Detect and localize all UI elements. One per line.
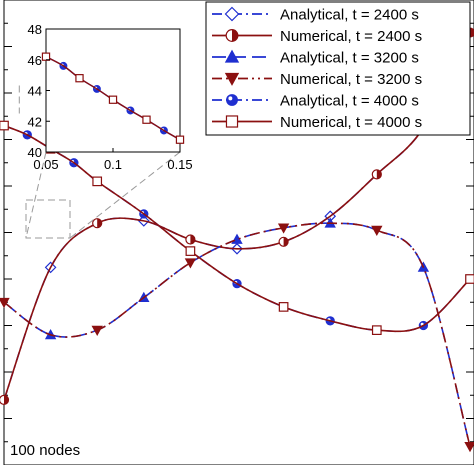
data-point	[464, 442, 474, 453]
legend-item-5: Analytical, t = 4000 s	[212, 93, 419, 110]
inset-y-tick-label: 44	[28, 84, 42, 99]
inset-axis-ticks: 40 42 44 46 48 0.05 0.1 0.15	[28, 22, 193, 172]
legend-label: Analytical, t = 3200 s	[280, 50, 419, 67]
inset-y-tick-label: 46	[28, 53, 42, 68]
connector-line	[25, 151, 47, 239]
legend-label: Analytical, t = 2400 s	[280, 7, 419, 24]
series-line	[3, 222, 471, 447]
series-line	[3, 222, 471, 447]
data-point	[184, 258, 197, 269]
connector-line	[69, 151, 181, 239]
inset-y-tick-label: 48	[28, 22, 42, 37]
main-plot-series	[0, 27, 474, 453]
data-point	[277, 223, 290, 234]
legend-item-2: Numerical, t = 2400 s	[212, 28, 422, 45]
data-point	[278, 302, 289, 312]
inset-data-point	[75, 74, 84, 83]
data-point	[0, 120, 9, 131]
inset-data-point	[108, 95, 118, 104]
inset-plot: 40 42 44 46 48 0.05 0.1 0.15	[28, 22, 193, 172]
legend-item-1: Analytical, t = 2400 s	[212, 7, 419, 24]
series-line	[3, 32, 471, 401]
data-point	[371, 225, 383, 236]
data-point	[185, 234, 196, 245]
series-line	[3, 124, 471, 333]
legend-label: Numerical, t = 2400 s	[280, 28, 422, 45]
legend-marker	[224, 72, 240, 86]
data-point	[92, 218, 103, 229]
data-point	[0, 394, 10, 405]
inset-series-2	[41, 52, 185, 144]
legend-label: Numerical, t = 3200 s	[280, 71, 422, 88]
data-point	[465, 274, 474, 284]
inset-background	[45, 28, 181, 153]
zoom-connectors	[18, 85, 181, 239]
data-point	[0, 297, 10, 309]
legend: Analytical, t = 2400 s Numerical, t = 240…	[205, 1, 471, 136]
legend-marker	[224, 6, 240, 22]
legend-label: Numerical, t = 4000 s	[280, 114, 422, 131]
series-5	[3, 124, 471, 333]
inset-data-point	[175, 135, 185, 144]
inset-y-tick-label: 40	[28, 145, 42, 160]
legend-marker	[225, 29, 239, 42]
legend-item-3: Analytical, t = 3200 s	[212, 50, 419, 67]
legend-box	[205, 1, 471, 136]
inset-x-tick-label: 0.1	[104, 157, 122, 172]
data-point	[278, 236, 289, 247]
series-6	[0, 120, 474, 335]
inset-series	[41, 52, 185, 144]
legend-label: Analytical, t = 4000 s	[280, 93, 419, 110]
legend-item-6: Numerical, t = 4000 s	[212, 114, 422, 131]
series-4	[0, 222, 474, 453]
inset-data-point	[41, 52, 51, 61]
data-point	[371, 169, 382, 180]
data-point	[91, 325, 103, 336]
data-point	[371, 325, 382, 335]
data-point	[185, 246, 196, 256]
inset-y-tick-label: 42	[28, 114, 42, 129]
data-point	[92, 176, 103, 187]
legend-item-4: Numerical, t = 3200 s	[212, 71, 422, 88]
series-line	[3, 124, 471, 333]
annotation-text: 100 nodes	[10, 442, 81, 459]
legend-marker	[224, 49, 240, 63]
legend-marker	[225, 115, 239, 128]
inset-data-point	[142, 115, 151, 124]
inset-x-tick-label: 0.15	[167, 157, 192, 172]
inset-x-tick-label: 0.05	[33, 157, 58, 172]
zoom-region-box	[25, 199, 71, 239]
legend-marker	[226, 94, 238, 106]
